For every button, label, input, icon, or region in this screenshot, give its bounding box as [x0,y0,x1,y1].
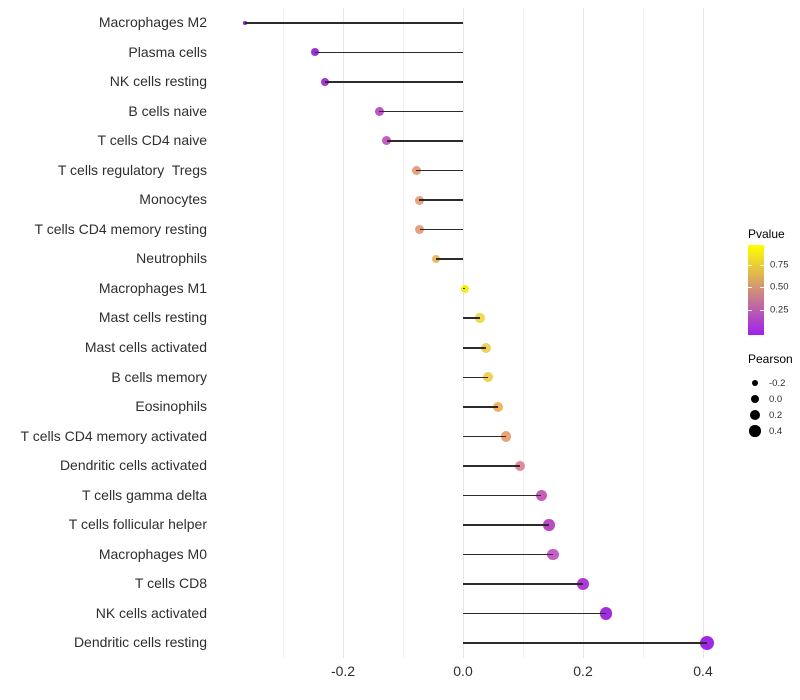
y-axis-label: B cells naive [128,102,207,119]
lollipop-dot [500,431,512,442]
lollipop-segment [463,553,553,556]
y-axis-label: Monocytes [139,191,207,208]
lollipop-segment [463,642,708,645]
y-axis-label: Eosinophils [135,398,207,415]
lollipop-dot [547,548,559,561]
lollipop-dot [483,372,494,383]
pvalue-gradient-bar: 0.75 0.50 0.25 [748,245,789,335]
lollipop-segment [419,228,463,231]
lollipop-segment [245,21,463,24]
lollipop-segment [379,110,463,113]
lollipop-segment [386,140,463,142]
lollipop-segment [419,199,463,201]
lollipop-segment [463,346,486,349]
lollipop-dot [599,607,613,620]
gridline-minor [402,8,404,658]
x-axis-tick-label: 0.0 [453,663,473,679]
pearson-legend-label: -0.2 [769,377,786,389]
gridline-major [702,8,704,658]
gridline-minor [282,8,284,658]
lollipop-segment [463,465,520,467]
y-axis-label: B cells memory [111,368,207,385]
lollipop-segment [416,169,463,172]
pearson-legend-item: 0.0 [748,391,793,407]
lollipop-segment [463,287,466,290]
pvalue-tick-label: 0.25 [770,304,789,316]
y-axis-label: T cells follicular helper [68,516,207,533]
lollipop-segment [463,406,498,408]
gridline-minor [522,8,524,658]
legend-pearson-title: Pearson [748,352,793,366]
y-axis-label: NK cells resting [109,73,207,90]
lollipop-dot [461,284,470,293]
pearson-legend-dot [750,410,760,420]
pearson-legend-dot [750,394,760,404]
lollipop-segment [463,376,489,379]
pvalue-bar-tick [760,264,764,266]
gridline-major [582,8,584,658]
y-axis-label: Macrophages M0 [98,545,207,562]
pearson-legend-label: 0.4 [769,425,783,437]
pearson-legend-item: 0.2 [748,407,793,423]
pvalue-tick-label: 0.75 [770,259,789,271]
lollipop-segment [463,494,541,497]
lollipop-dot [535,490,547,501]
legend-pvalue-title: Pvalue [748,227,785,241]
lollipop-dot [577,578,589,591]
y-axis-label: Plasma cells [128,43,207,60]
lollipop-dot [543,519,555,531]
lollipop-dot [514,460,526,472]
lollipop-segment [436,258,463,260]
y-axis-label: NK cells activated [95,604,207,621]
y-axis-label: Macrophages M2 [98,14,207,30]
lollipop-segment [463,583,583,585]
pvalue-bar-tick [748,264,752,266]
lollipop-segment [463,612,606,615]
pearson-legend-label: 0.0 [769,393,783,405]
y-axis-label: Dendritic cells resting [73,634,207,651]
pvalue-tick-label: 0.50 [770,281,789,293]
lollipop-segment [463,317,480,320]
pvalue-bar-tick [760,309,764,311]
pearson-size-items: -0.2 0.0 0.2 0.4 [748,375,793,439]
gridline-minor [642,8,644,658]
pearson-legend-item: 0.4 [748,423,793,439]
lollipop-segment [463,524,549,526]
legend-pearson: Pearson -0.2 0.0 0.2 0.4 [748,352,793,439]
y-axis-label: T cells CD4 memory activated [20,427,207,444]
x-axis-tick-label: 0.4 [693,663,713,679]
y-axis-label: Macrophages M1 [98,279,207,296]
legend-pvalue: Pvalue 0.75 0.50 0.25 [748,227,789,335]
plot-panel [228,8,720,658]
y-axis-label: T cells CD4 memory resting [34,220,207,237]
y-axis-label: T cells gamma delta [81,486,207,503]
x-axis-tick-label: 0.2 [573,663,593,679]
y-axis-label: Mast cells resting [98,309,207,326]
y-axis-label: Neutrophils [136,250,207,267]
lollipop-dot [475,313,485,323]
x-axis-tick-label: -0.2 [330,663,356,679]
pearson-legend-dot [751,379,759,387]
y-axis-label: T cells CD4 naive [97,132,207,149]
y-axis-label: Dendritic cells activated [59,457,207,474]
lollipop-segment [314,51,463,54]
pearson-legend-dot [749,425,761,437]
gridline-major [462,8,464,658]
gridline-major [342,8,344,658]
lollipop-dot [492,401,504,413]
y-axis-label: Mast cells activated [84,339,207,355]
lollipop-segment [463,435,507,438]
lollipop-dot [480,342,491,353]
pearson-legend-label: 0.2 [769,409,783,421]
lollipop-segment [325,81,463,83]
pvalue-bar-tick [748,309,752,311]
pvalue-bar-tick [748,287,752,289]
pvalue-bar-tick [760,287,764,289]
lollipop-dot [699,635,715,651]
pearson-legend-item: -0.2 [748,375,793,391]
y-axis-label: T cells CD8 [134,575,207,592]
y-axis-label: T cells regulatory Tregs [57,161,207,178]
